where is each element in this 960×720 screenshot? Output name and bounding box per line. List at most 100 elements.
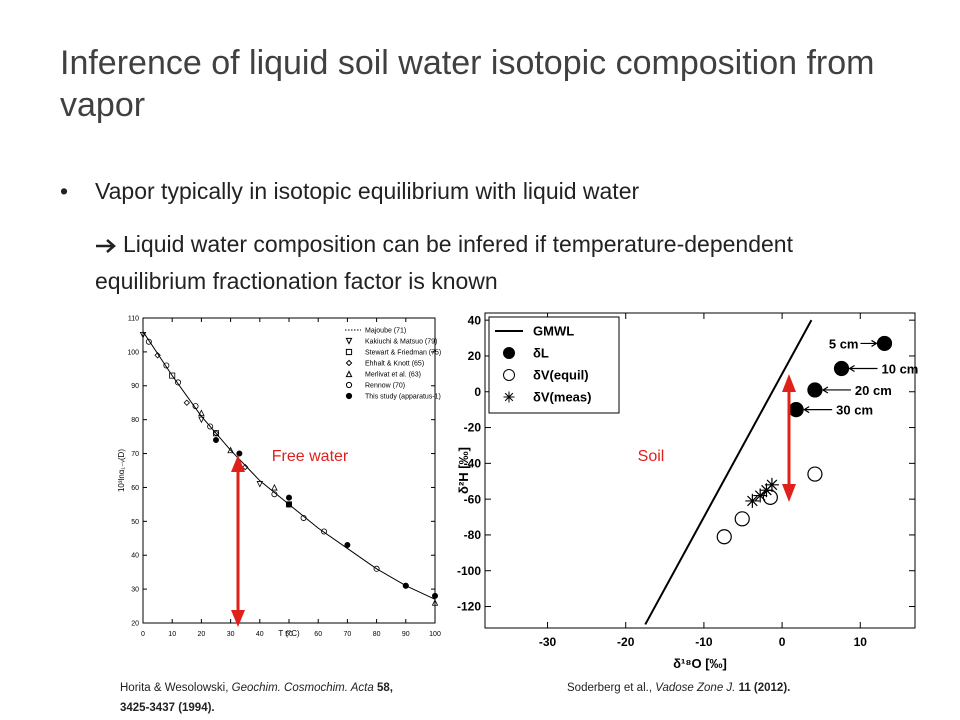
- x-tick-label: 90: [402, 631, 410, 638]
- marker: [212, 430, 220, 437]
- annotation: Soil: [638, 448, 665, 465]
- x-tick-label: 50: [285, 631, 293, 638]
- marker: [271, 483, 278, 491]
- marker: [207, 423, 214, 430]
- cite-pages: 3425-3437 (1994).: [120, 702, 215, 714]
- x-tick-label: 10: [854, 635, 868, 649]
- marker: [300, 514, 307, 521]
- x-tick-label: 30: [227, 631, 235, 638]
- marker: [256, 481, 264, 488]
- marker: [344, 542, 351, 549]
- marker: [345, 392, 353, 400]
- marker: [788, 402, 804, 418]
- y-tick-label: 110: [128, 315, 139, 322]
- marker: [345, 381, 353, 389]
- x-tick-label: 10: [168, 631, 176, 638]
- legend-label: GMWL: [533, 324, 574, 339]
- sub-bullet: Liquid water composition can be infered …: [95, 226, 885, 300]
- marker: [212, 436, 219, 443]
- label-arrow: [821, 386, 851, 394]
- cite-volume: 11 (2012).: [738, 682, 791, 694]
- marker: [227, 446, 234, 454]
- marker: [503, 391, 515, 403]
- x-tick-label: 0: [779, 635, 786, 649]
- y-axis-label: δ²H [‰]: [456, 447, 471, 494]
- y-tick-label: 40: [468, 313, 482, 327]
- marker: [807, 466, 823, 482]
- marker: [345, 337, 353, 345]
- y-tick-label: 100: [127, 349, 139, 356]
- point-label: 20 cm: [855, 383, 892, 398]
- marker: [145, 338, 152, 345]
- marker: [431, 592, 438, 599]
- cite-authors: Soderberg et al.,: [567, 682, 653, 694]
- marker: [236, 450, 243, 457]
- marker: [373, 565, 380, 572]
- legend-label: Kakiuchi & Matsuo (79): [365, 338, 437, 345]
- legend-label: δL: [533, 346, 549, 361]
- slide-title: Inference of liquid soil water isotopic …: [60, 44, 875, 124]
- plot-frame: [484, 312, 916, 629]
- y-tick-label: 20: [131, 620, 139, 627]
- arrow-icon: [96, 238, 116, 253]
- marker: [198, 416, 205, 424]
- red-arrow: [782, 374, 796, 502]
- cite-volume: 58,: [376, 682, 393, 694]
- cite-journal: Geochim. Cosmochim. Acta: [231, 682, 374, 694]
- marker: [154, 352, 161, 359]
- marker: [833, 360, 850, 377]
- marker: [285, 494, 292, 501]
- y-tick-label: 90: [131, 383, 139, 390]
- y-tick-label: -20: [464, 421, 482, 435]
- y-tick-label: 80: [131, 417, 139, 424]
- point-label: 5 cm: [829, 336, 859, 351]
- marker: [345, 348, 353, 356]
- x-tick-label: -10: [695, 635, 713, 649]
- legend-label: Rennow (70): [365, 382, 405, 389]
- citation: Horita & Wesolowski, Geochim. Cosmochim.…: [120, 678, 470, 718]
- bullet-text: Vapor typically in isotopic equilibrium …: [95, 178, 640, 204]
- y-tick-label: 0: [474, 385, 481, 399]
- x-tick-label: 60: [314, 631, 322, 638]
- y-tick-label: -120: [457, 600, 481, 614]
- x-axis-label: δ¹⁸O [‰]: [673, 656, 727, 671]
- bullet-dot: •: [60, 178, 69, 204]
- x-tick-label: -30: [539, 635, 557, 649]
- data-line: [644, 319, 813, 625]
- marker: [321, 528, 328, 535]
- marker: [163, 362, 170, 369]
- legend-label: Stewart & Friedman (75): [365, 349, 441, 356]
- y-tick-label: -40: [464, 457, 482, 471]
- red-arrow: [231, 455, 245, 627]
- cite-journal: Vadose Zone J.: [655, 682, 736, 694]
- x-tick-label: 40: [256, 631, 264, 638]
- point-label: 10 cm: [882, 361, 919, 376]
- marker: [753, 488, 768, 503]
- y-tick-label: -60: [464, 492, 482, 506]
- marker: [198, 409, 205, 416]
- legend-label: Ehhalt & Knott (65): [365, 360, 424, 367]
- marker: [762, 489, 778, 505]
- y-tick-label: 70: [131, 451, 139, 458]
- marker: [503, 369, 515, 381]
- marker: [192, 403, 199, 410]
- marker: [169, 372, 176, 379]
- figure-bg: [115, 308, 462, 640]
- y-tick-label: -80: [464, 528, 482, 542]
- y-axis-label: 10³lnα₁₋ᵥ(D): [117, 449, 126, 492]
- marker: [183, 399, 190, 406]
- marker: [503, 347, 515, 359]
- x-tick-label: 20: [198, 631, 206, 638]
- annotation: Free water: [272, 448, 349, 465]
- marker: [807, 382, 823, 398]
- x-tick-label: 100: [429, 631, 441, 638]
- marker: [759, 483, 774, 498]
- y-tick-label: 50: [131, 519, 139, 526]
- marker: [175, 379, 182, 386]
- x-tick-label: 70: [344, 631, 352, 638]
- y-tick-label: 20: [468, 349, 482, 363]
- marker: [745, 493, 760, 508]
- x-tick-label: 80: [373, 631, 381, 638]
- y-tick-label: 30: [131, 587, 139, 594]
- marker: [876, 335, 893, 352]
